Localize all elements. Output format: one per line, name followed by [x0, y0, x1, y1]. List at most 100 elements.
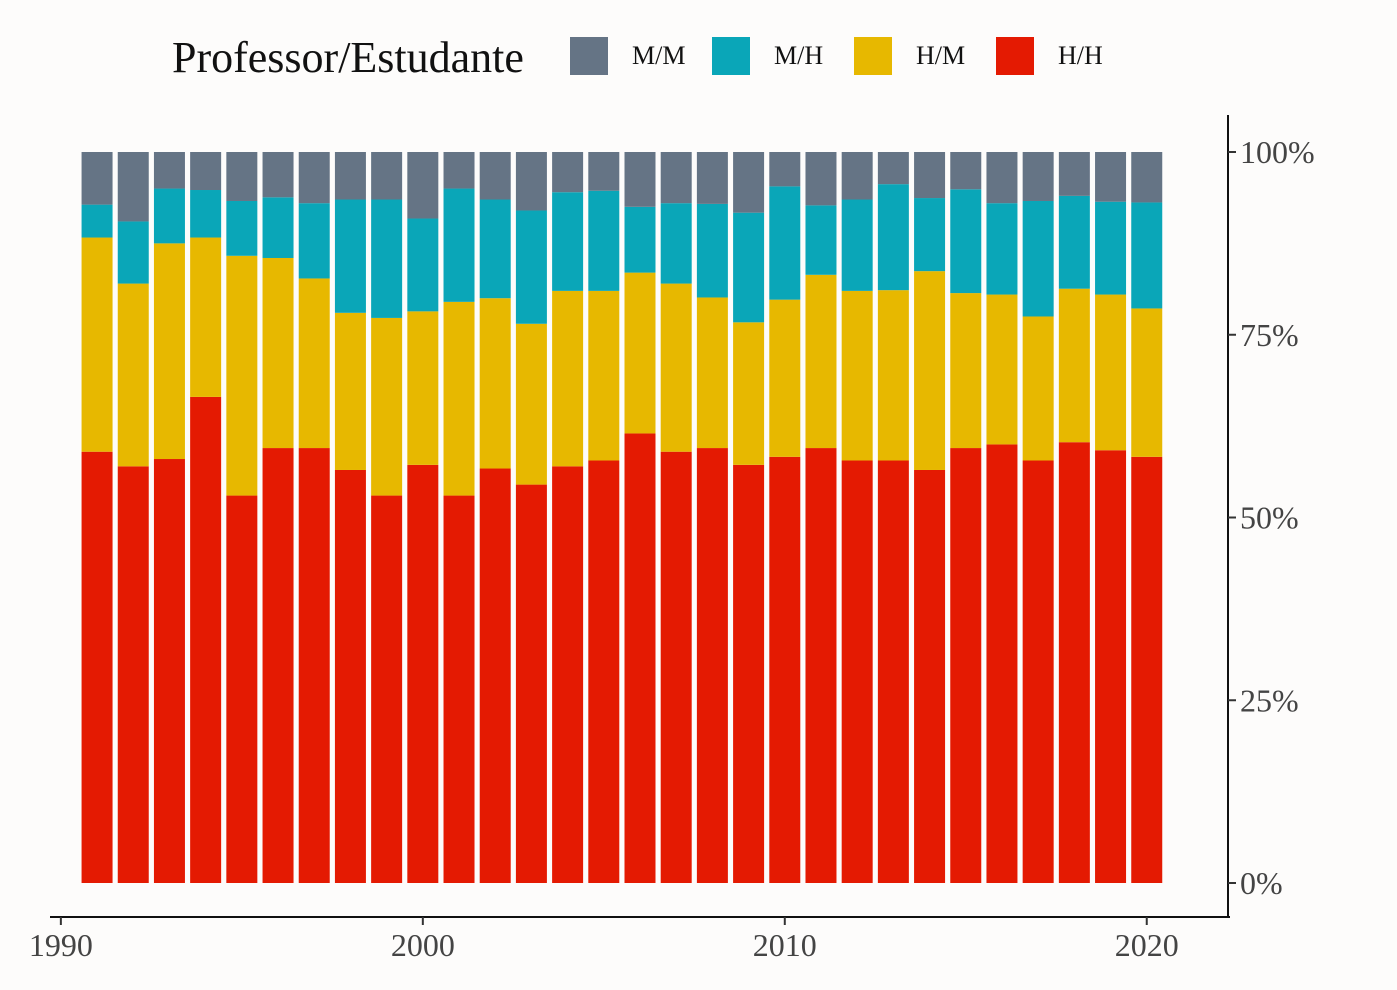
- bar-segment-h-h-2012: [841, 460, 873, 883]
- legend-label: H/M: [916, 41, 965, 70]
- bar-segment-m-m-2005: [588, 152, 620, 191]
- bar-segment-h-m-2004: [552, 290, 584, 467]
- bar-segment-m-m-2020: [1131, 152, 1163, 203]
- bar-segment-m-h-2008: [696, 203, 728, 298]
- y-tick-label: 50%: [1240, 500, 1299, 536]
- bar-segment-h-h-2020: [1131, 456, 1163, 883]
- bar-segment-m-h-2006: [624, 206, 656, 273]
- bar-segment-m-m-1996: [262, 152, 294, 198]
- bar-segment-m-h-2017: [1022, 200, 1054, 317]
- bar-segment-m-m-1997: [298, 152, 330, 204]
- bar-segment-h-m-2016: [986, 294, 1018, 445]
- bar-segment-m-m-2004: [552, 152, 584, 193]
- bar-segment-h-h-1997: [298, 448, 330, 883]
- bar-segment-h-m-2014: [914, 271, 946, 470]
- bar-segment-h-m-1992: [117, 283, 149, 467]
- bar-segment-m-h-2016: [986, 203, 1018, 295]
- bar-segment-m-m-1994: [190, 152, 222, 191]
- bar-segment-h-h-1994: [190, 396, 222, 883]
- bar-segment-m-h-2001: [443, 188, 475, 302]
- bar-segment-m-m-2006: [624, 152, 656, 207]
- legend-key-h-m: [854, 37, 892, 75]
- bar-segment-h-h-1998: [334, 469, 366, 883]
- bar-segment-m-m-1992: [117, 152, 149, 222]
- bar-segment-m-m-1998: [334, 152, 366, 200]
- bar-segment-m-h-2011: [805, 205, 837, 275]
- bar-segment-h-m-2008: [696, 297, 728, 449]
- bar-segment-m-m-2009: [733, 152, 765, 213]
- bar-segment-h-m-2012: [841, 290, 873, 461]
- bar-segment-m-h-2005: [588, 190, 620, 291]
- bar-segment-m-m-2017: [1022, 152, 1054, 201]
- y-tick-label: 25%: [1240, 682, 1299, 718]
- bar-segment-h-h-2017: [1022, 460, 1054, 883]
- legend-label: M/M: [632, 41, 685, 70]
- bar-segment-h-m-2002: [479, 298, 511, 469]
- bar-segment-h-h-2018: [1058, 442, 1090, 883]
- bar-segment-m-h-2015: [950, 189, 982, 294]
- bar-segment-h-m-2005: [588, 290, 620, 461]
- bar-segment-m-h-2007: [660, 203, 692, 284]
- bar-segment-h-h-2010: [769, 456, 801, 883]
- bar-segment-h-h-2007: [660, 451, 692, 883]
- legend-key-h-h: [996, 37, 1034, 75]
- bar-segment-h-h-2015: [950, 448, 982, 883]
- x-tick-label: 2000: [391, 927, 455, 963]
- bar-segment-m-h-2000: [407, 218, 439, 312]
- bar-segment-h-h-2011: [805, 448, 837, 883]
- bar-segment-h-m-2010: [769, 299, 801, 457]
- x-axis: 1990 2000 2010 2020: [29, 916, 1230, 963]
- bar-segment-m-m-2018: [1058, 152, 1090, 196]
- bar-segment-m-m-1995: [226, 152, 258, 201]
- bar-segment-h-m-2009: [733, 322, 765, 465]
- bar-segment-m-m-2016: [986, 152, 1018, 204]
- bar-segment-h-h-1999: [371, 495, 403, 883]
- legend-label: H/H: [1058, 41, 1103, 70]
- bar-segment-m-m-2008: [696, 152, 728, 204]
- y-tick-label: 75%: [1240, 317, 1299, 353]
- bar-segment-m-h-1999: [371, 199, 403, 318]
- bar-segment-m-m-2015: [950, 152, 982, 190]
- bar-segment-m-h-1996: [262, 197, 294, 258]
- bar-segment-h-h-2013: [877, 460, 909, 883]
- bar-segment-h-m-2017: [1022, 316, 1054, 461]
- bar-segment-h-m-2018: [1058, 288, 1090, 443]
- bar-segment-h-h-2000: [407, 464, 439, 883]
- bar-segment-h-m-1998: [334, 312, 366, 470]
- bar-segment-m-m-2001: [443, 152, 475, 189]
- bar-segment-h-m-2007: [660, 283, 692, 452]
- bar-segment-h-m-1999: [371, 317, 403, 496]
- bar-segment-m-m-2010: [769, 152, 801, 187]
- bar-segment-h-h-1992: [117, 466, 149, 883]
- bar-segment-h-m-2015: [950, 293, 982, 449]
- y-tick-label: 0%: [1240, 865, 1283, 901]
- bar-segment-m-h-2004: [552, 192, 584, 291]
- y-tick-label: 100%: [1240, 134, 1315, 170]
- bar-segment-m-m-2007: [660, 152, 692, 204]
- bar-segment-m-h-2009: [733, 212, 765, 323]
- bar-segment-m-h-1991: [81, 204, 113, 238]
- bar-segment-m-h-1997: [298, 203, 330, 279]
- bar-segment-m-m-1999: [371, 152, 403, 200]
- bar-segment-h-m-1995: [226, 255, 258, 496]
- bar-segment-h-h-2006: [624, 433, 656, 883]
- bar-segment-m-m-2011: [805, 152, 837, 206]
- bar-segment-h-h-2004: [552, 466, 584, 883]
- bar-segment-h-h-1993: [153, 459, 185, 883]
- bar-segment-h-m-2020: [1131, 308, 1163, 457]
- bar-segment-h-h-2001: [443, 495, 475, 883]
- bar-segment-h-h-2005: [588, 460, 620, 883]
- bar-segment-h-m-2013: [877, 290, 909, 461]
- bar-segment-m-h-1993: [153, 188, 185, 244]
- y-axis: 0% 25% 50% 75% 100%: [1227, 115, 1315, 918]
- bars: [81, 152, 1163, 883]
- bar-segment-m-h-2019: [1095, 201, 1127, 295]
- bar-segment-m-h-1995: [226, 200, 258, 256]
- bar-segment-m-m-2002: [479, 152, 511, 200]
- bar-segment-h-h-2009: [733, 464, 765, 883]
- bar-segment-m-h-2020: [1131, 202, 1163, 309]
- bar-segment-h-h-2003: [515, 484, 547, 883]
- bar-segment-h-m-1994: [190, 237, 222, 397]
- legend-key-m-h: [712, 37, 750, 75]
